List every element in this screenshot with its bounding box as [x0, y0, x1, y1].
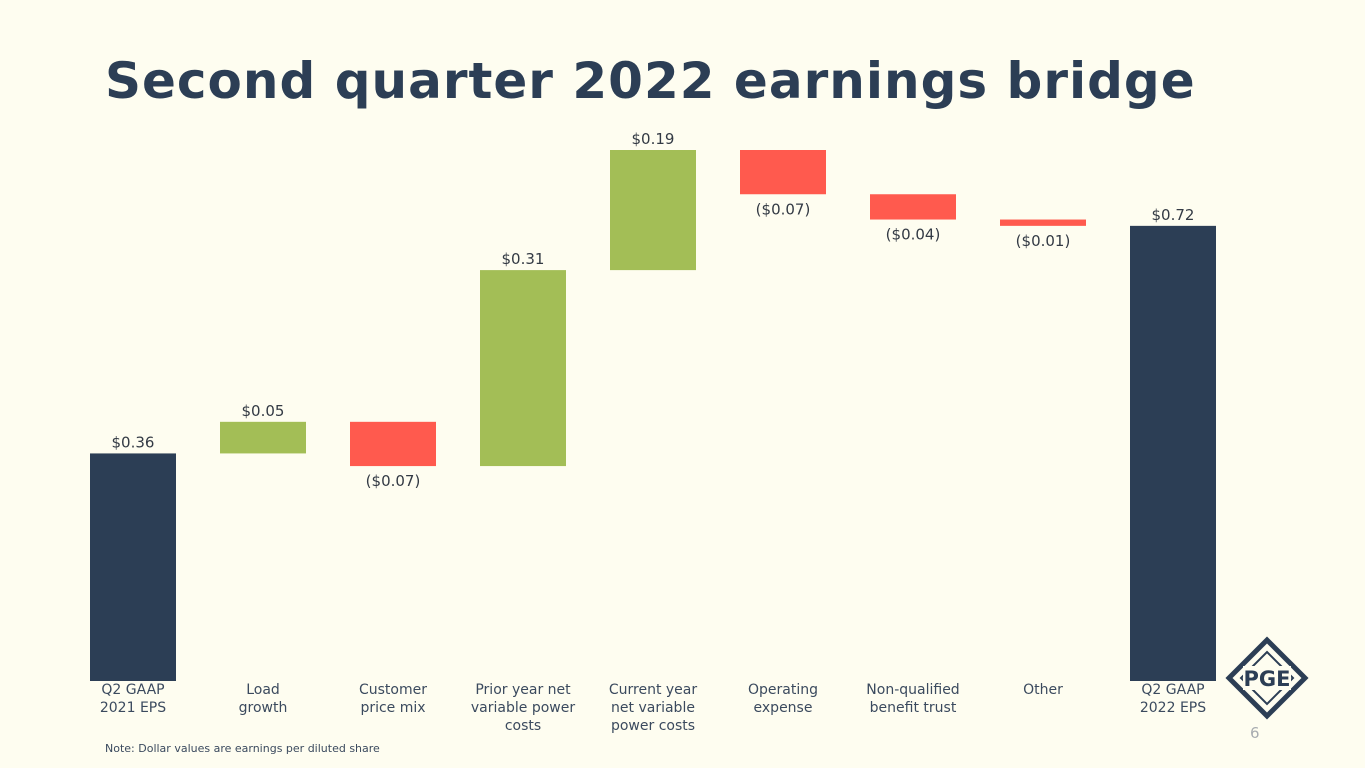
- value-label: $0.36: [112, 433, 155, 451]
- bar: [870, 194, 956, 220]
- value-label: ($0.07): [366, 472, 421, 490]
- category-label: Prior year net variable power costs: [470, 682, 576, 734]
- bar: [1000, 219, 1086, 226]
- value-label: $0.31: [502, 250, 545, 268]
- bar: [1130, 225, 1216, 681]
- bar: [220, 421, 306, 454]
- category-label: Customer price mix: [358, 682, 427, 716]
- logo-bg: [1243, 666, 1291, 690]
- note: Note: Dollar values are earnings per dil…: [105, 742, 380, 755]
- value-label: $0.19: [632, 130, 675, 148]
- page-number: 6: [1250, 724, 1260, 742]
- bar: [350, 421, 436, 467]
- value-label: ($0.01): [1016, 232, 1071, 250]
- value-label: ($0.04): [886, 226, 941, 244]
- logo-diamond: [1225, 636, 1309, 720]
- logo-text: PGE: [1244, 667, 1291, 691]
- category-label: Q2 GAAP 2022 EPS: [1139, 682, 1207, 716]
- bar: [480, 270, 566, 467]
- slide-title: Second quarter 2022 earnings bridge: [105, 52, 1196, 110]
- value-label: $0.05: [242, 402, 285, 420]
- bar: [90, 453, 176, 681]
- category-label: Operating expense: [748, 682, 818, 716]
- value-label: $0.72: [1152, 206, 1195, 224]
- category-label: Current year net variable power costs: [608, 682, 698, 734]
- bar: [610, 150, 696, 271]
- value-label: ($0.07): [756, 200, 811, 218]
- logo: PGE: [1225, 636, 1309, 720]
- category-label: Non-qualified benefit trust: [866, 682, 960, 716]
- category-label: Other: [1023, 682, 1063, 698]
- bar: [740, 150, 826, 195]
- category-label: Q2 GAAP 2021 EPS: [99, 682, 167, 716]
- category-label: Load growth: [238, 682, 288, 716]
